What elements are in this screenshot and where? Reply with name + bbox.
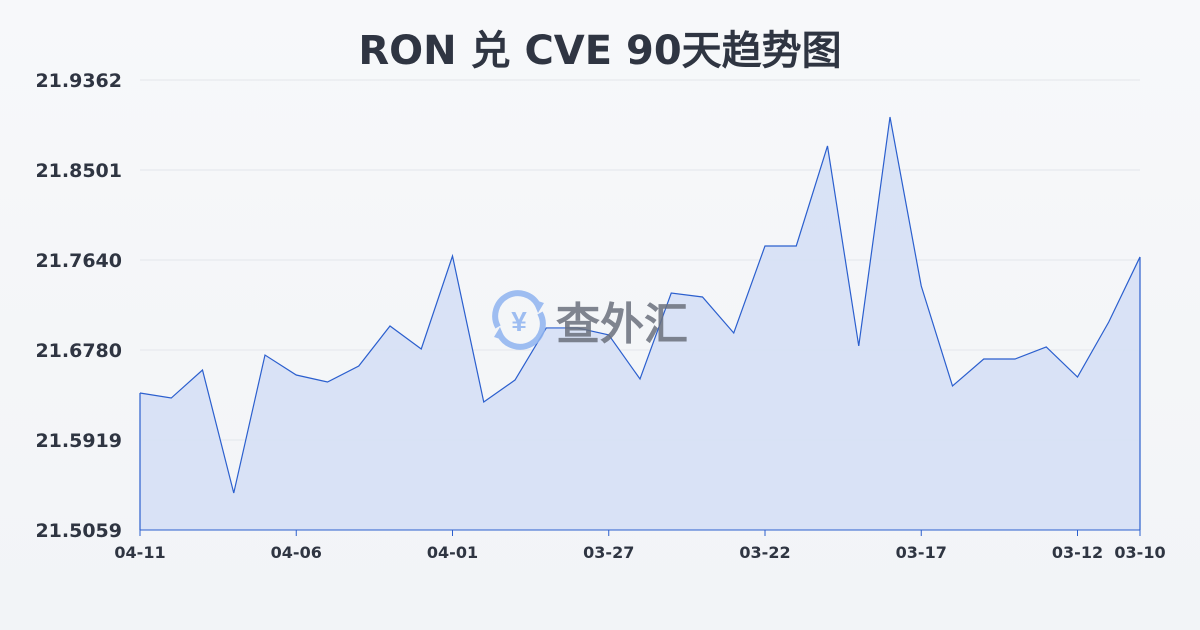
y-tick-label: 21.5059 — [35, 520, 122, 542]
area-fill — [140, 117, 1140, 530]
y-tick-label: 21.5919 — [35, 430, 122, 452]
x-tick-label: 04-01 — [427, 543, 478, 562]
x-tick-label: 03-17 — [896, 543, 947, 562]
yen-exchange-icon: ¥ — [492, 290, 546, 350]
watermark: ¥ 查外汇 — [488, 288, 688, 352]
x-tick-label: 03-10 — [1114, 543, 1165, 562]
watermark-text: 查外汇 — [556, 299, 688, 350]
x-tick-label: 04-06 — [271, 543, 322, 562]
y-tick-label: 21.9362 — [35, 70, 122, 92]
chart-title: RON 兑 CVE 90天趋势图 — [358, 28, 842, 74]
x-tick-label: 03-22 — [739, 543, 790, 562]
svg-text:¥: ¥ — [511, 306, 527, 337]
y-tick-label: 21.6780 — [35, 340, 122, 362]
x-tick-label: 03-12 — [1052, 543, 1103, 562]
y-tick-label: 21.8501 — [35, 160, 122, 182]
y-tick-label: 21.7640 — [35, 250, 122, 272]
x-tick-label: 04-11 — [114, 543, 165, 562]
x-tick-label: 03-27 — [583, 543, 634, 562]
